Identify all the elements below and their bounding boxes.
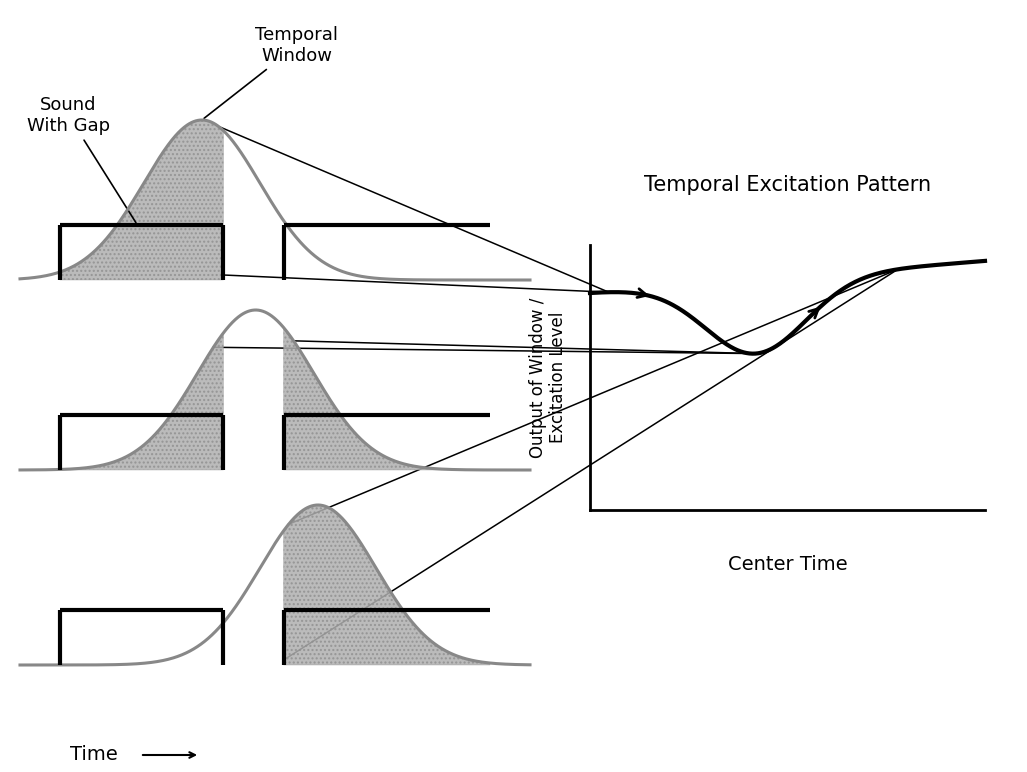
Text: Output of Window /
Excitation Level: Output of Window / Excitation Level (529, 297, 567, 458)
Text: Temporal Excitation Pattern: Temporal Excitation Pattern (644, 175, 931, 195)
Text: Temporal
Window: Temporal Window (204, 26, 339, 118)
Text: Center Time: Center Time (728, 556, 847, 574)
Text: Sound
With Gap: Sound With Gap (27, 96, 136, 222)
Text: Time: Time (70, 746, 118, 764)
